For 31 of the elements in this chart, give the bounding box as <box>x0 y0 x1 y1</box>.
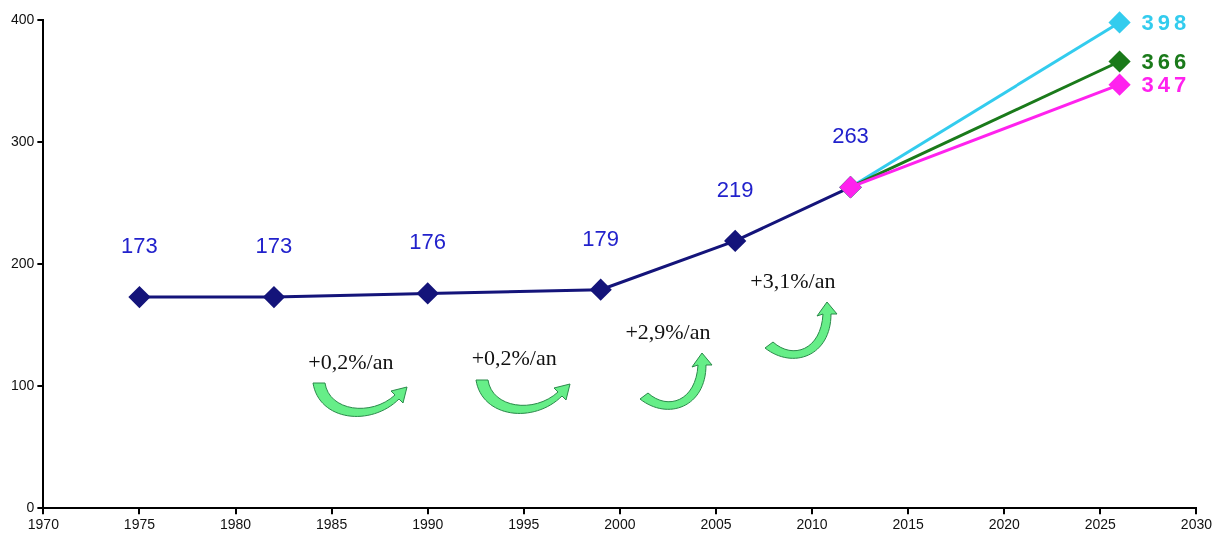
data-label: 176 <box>409 229 447 255</box>
data-label: 366 <box>1141 48 1191 74</box>
x-tick-label: 1970 <box>27 516 60 533</box>
x-tick-label: 1980 <box>219 516 252 533</box>
y-tick-label: 300 <box>11 132 35 149</box>
x-tick-label: 2005 <box>700 516 732 533</box>
x-tick-label: 2030 <box>1180 516 1213 533</box>
x-tick-label: 2025 <box>1084 516 1117 533</box>
annotation: +0,2%/an <box>308 349 394 374</box>
x-tick-label: 2000 <box>604 516 636 533</box>
x-tick-label: 2015 <box>892 516 924 533</box>
x-tick-label: 2020 <box>988 516 1021 533</box>
data-label: 179 <box>582 225 620 251</box>
data-label: 347 <box>1141 71 1191 97</box>
x-tick-label: 1990 <box>412 516 444 533</box>
annotation: +0,2%/an <box>471 345 557 371</box>
x-tick-label: 2010 <box>796 516 828 533</box>
annotation: +3,1%/an <box>750 267 836 293</box>
x-tick-label: 1985 <box>316 516 348 533</box>
data-label: 173 <box>255 233 293 259</box>
data-label: 263 <box>832 123 869 149</box>
data-label: 173 <box>121 233 158 259</box>
y-tick-label: 0 <box>26 499 35 516</box>
x-tick-label: 1995 <box>508 516 540 533</box>
data-label: 219 <box>716 176 754 202</box>
annotation: +2,9%/an <box>625 319 711 345</box>
y-tick-label: 100 <box>11 377 35 394</box>
y-tick-label: 200 <box>11 254 35 271</box>
data-label: 398 <box>1141 9 1191 35</box>
x-tick-label: 1975 <box>123 516 156 533</box>
y-tick-label: 400 <box>11 10 35 27</box>
